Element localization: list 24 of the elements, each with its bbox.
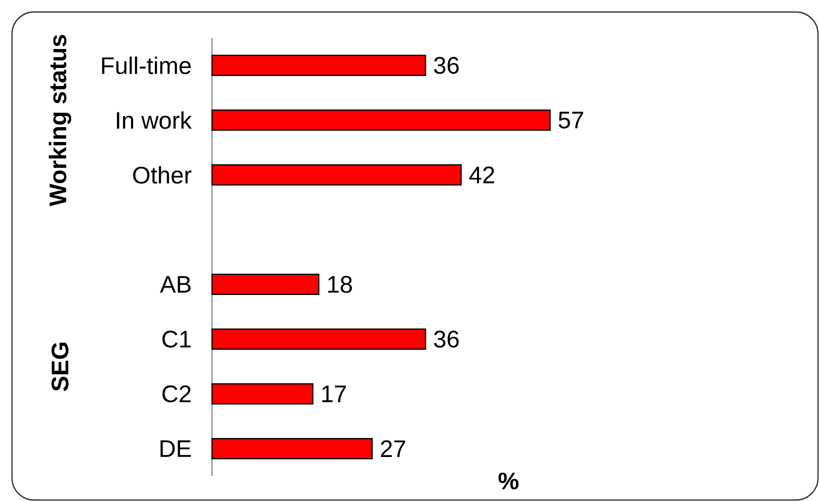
data-label: 36	[434, 56, 459, 74]
y-tick-label: Other	[133, 166, 192, 184]
data-label: 17	[322, 386, 346, 402]
bar	[211, 438, 373, 460]
data-label: 27	[380, 440, 406, 457]
y-tick-label: AB	[160, 276, 191, 293]
y-tick-label: Full-time	[102, 56, 191, 74]
bar	[211, 164, 462, 186]
bar	[211, 383, 314, 404]
text: Working status	[48, 34, 72, 206]
data-label: 42	[469, 166, 494, 184]
y-tick-label: DE	[160, 440, 191, 457]
data-label: 57	[558, 112, 584, 128]
bar	[211, 110, 551, 131]
bar	[211, 54, 426, 76]
bar	[211, 274, 320, 295]
y-tick-label: In work	[116, 111, 192, 129]
text: SEG	[52, 342, 68, 392]
data-label: 36	[434, 330, 459, 348]
bar	[211, 328, 426, 350]
y-tick-label: C1	[162, 330, 191, 348]
data-label: 18	[328, 276, 352, 293]
x-axis-title: %	[498, 472, 518, 490]
y-tick-label: C2	[162, 385, 191, 402]
